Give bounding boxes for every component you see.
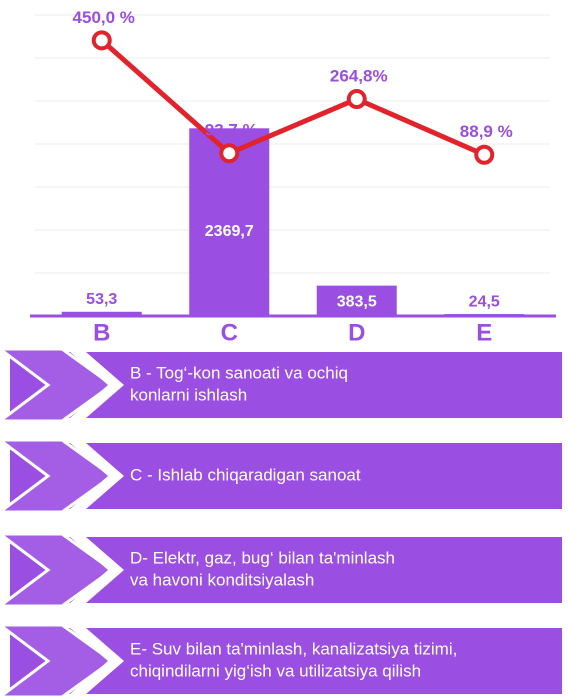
- bar: [316, 285, 397, 316]
- line-value-label: 88,9 %: [460, 122, 513, 141]
- note-text: C - Ishlab chiqaradigan sanoat: [130, 465, 361, 484]
- note-text: E- Suv bilan ta'minlash, kanalizatsiya t…: [130, 639, 457, 658]
- bar-value-label: 24,5: [469, 293, 500, 310]
- note-text: chiqindilarni yig‘ish va utilizatsiya qi…: [130, 661, 421, 680]
- line-marker: [474, 144, 495, 165]
- note-text: konlarni ishlash: [130, 385, 247, 404]
- chevron: [0, 438, 115, 514]
- note-text: D- Elektr, gaz, bug‘ bilan ta'minlash: [130, 548, 395, 567]
- line-marker: [219, 143, 240, 164]
- line-value-label: 93,7 %: [205, 121, 258, 140]
- line-value-label: 264,8%: [330, 67, 388, 86]
- note-text: va havoni konditsiyalash: [130, 570, 314, 589]
- chevron-outline: [70, 443, 124, 509]
- note-text: B - Tog‘-kon sanoati va ochiq: [130, 363, 348, 382]
- bar: [61, 311, 142, 316]
- chevron-outline: [70, 352, 124, 418]
- x-tick-label: C: [221, 319, 238, 346]
- chevron-outline: [70, 537, 124, 603]
- chevron-outline: [70, 628, 124, 694]
- x-tick-label: D: [348, 319, 365, 346]
- line-marker: [346, 89, 367, 110]
- note-banner: C - Ishlab chiqaradigan sanoat: [0, 438, 562, 514]
- bar-value-label: 383,5: [337, 294, 377, 311]
- chevron: [0, 623, 115, 697]
- line-marker: [91, 30, 112, 51]
- note-banner: E- Suv bilan ta'minlash, kanalizatsiya t…: [0, 623, 562, 697]
- bar-value-label: 53,3: [86, 291, 117, 308]
- line: [100, 38, 486, 158]
- x-tick-label: E: [476, 319, 492, 346]
- line-value-label: 450,0 %: [73, 8, 135, 27]
- x-tick-label: B: [93, 319, 110, 346]
- chevron: [0, 347, 115, 423]
- note-banner: D- Elektr, gaz, bug‘ bilan ta'minlash va …: [0, 532, 562, 608]
- chevron: [0, 532, 115, 608]
- note-banner: B - Tog‘-kon sanoati va ochiq konlarni is…: [0, 347, 562, 423]
- grid: [35, 14, 550, 274]
- bar-value-label: 2369,7: [205, 223, 254, 240]
